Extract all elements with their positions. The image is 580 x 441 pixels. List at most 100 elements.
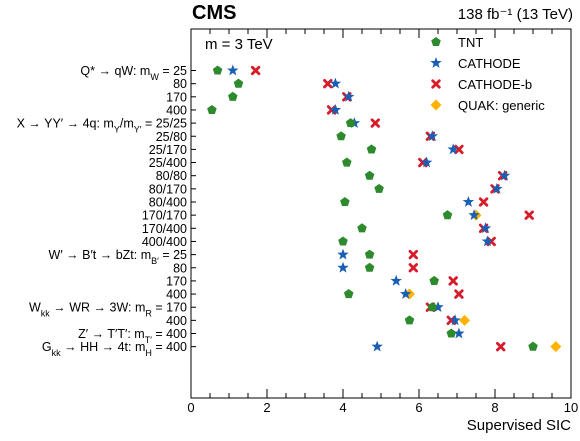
cathode-point (462, 196, 475, 207)
cathode-point (337, 248, 349, 260)
data-points (207, 64, 562, 353)
y-category-label: 400 (166, 314, 187, 328)
tnt-point (374, 183, 384, 193)
quak-generic-point (550, 341, 562, 353)
x-axis: 0 2 4 6 8 10 (187, 29, 578, 415)
legend-quak-generic-label: QUAK: generic (458, 98, 545, 113)
cathode-point (453, 327, 465, 339)
y-category-label: 400/400 (142, 235, 187, 249)
cathode-b-point (454, 289, 464, 299)
cathode-point (491, 182, 503, 194)
cathode-b-point (408, 249, 419, 260)
cathode-b-point (478, 197, 489, 207)
tnt-point (345, 118, 356, 128)
quak-generic-point (459, 314, 471, 326)
y-category-label: 25/80 (156, 130, 187, 144)
tnt-point (446, 328, 457, 338)
y-category-label: Wkk → WR → 3W: mR = 170 (29, 301, 187, 319)
cathode-point (449, 314, 461, 326)
cathode-point (481, 235, 494, 247)
x-axis-label: Supervised SIC (467, 417, 571, 434)
tnt-point (442, 210, 453, 220)
legend-cathode-b-marker (431, 79, 441, 89)
mass-annotation: m = 3 TeV (205, 36, 273, 53)
y-category-label: W′ → B′t → bZt: mB′ = 25 (49, 248, 188, 266)
y-category-label: 400 (166, 288, 187, 302)
legend-tnt-marker (431, 37, 441, 47)
y-category-label: 80/170 (149, 182, 187, 196)
tnt-point (212, 65, 223, 75)
tnt-point (429, 275, 439, 285)
cathode-b-point (408, 263, 419, 273)
cathode-point (468, 209, 480, 220)
cathode-point (498, 169, 511, 181)
tnt-point (338, 236, 348, 246)
legend-cathode-b-label: CATHODE-b (458, 77, 532, 92)
x-tick-label: 2 (263, 400, 270, 415)
tnt-point (427, 302, 438, 312)
cathode-point (329, 103, 342, 115)
tnt-point (342, 157, 352, 167)
cathode-b-point (370, 118, 381, 128)
x-tick-label: 0 (187, 400, 194, 415)
y-category-label: 400 (166, 103, 187, 117)
y-category-label: Q* → qW: mW = 25 (80, 64, 187, 82)
x-tick-label: 6 (415, 400, 422, 415)
tnt-point (207, 104, 217, 114)
tnt-point (404, 315, 415, 325)
cathode-b-point (323, 78, 333, 89)
tnt-point (336, 131, 346, 141)
cathode-point (479, 222, 492, 234)
cathode-point (342, 90, 355, 102)
y-category-label: Gkk → HH → 4t: mH = 400 (42, 340, 187, 358)
cathode-point (426, 130, 439, 142)
x-tick-label: 8 (491, 400, 498, 415)
tnt-point (366, 144, 377, 154)
y-category-label: 80/80 (156, 169, 187, 183)
legend: TNT CATHODE CATHODE-b QUAK: generic (430, 35, 545, 113)
y-axis-ticks (191, 70, 196, 348)
cathode-b-point (448, 276, 458, 286)
cathode-point (329, 77, 342, 89)
y-category-label: 170/400 (142, 222, 187, 236)
cathode-point (227, 64, 239, 76)
experiment-label: CMS (192, 2, 236, 24)
cathode-b-point (454, 144, 464, 155)
tnt-point (528, 341, 538, 351)
tnt-point (233, 78, 244, 88)
y-category-label: X → YY′ → 4q: mY/mY′ = 25/25 (17, 117, 187, 135)
y-category-label: 25/170 (149, 143, 187, 157)
cathode-point (432, 301, 444, 313)
cathode-b-point (524, 210, 534, 220)
y-category-label: 80 (173, 261, 187, 275)
tnt-point (364, 170, 375, 180)
tnt-point (357, 223, 367, 233)
cathode-point (399, 288, 412, 299)
y-category-label: 25/400 (149, 156, 187, 170)
cathode-point (337, 261, 349, 273)
cathode-point (371, 340, 383, 352)
cathode-point (447, 143, 459, 155)
tnt-point (364, 249, 375, 259)
cathode-b-point (495, 341, 506, 352)
legend-cathode-label: CATHODE (458, 56, 521, 71)
cathode-point (420, 156, 433, 168)
cathode-b-point (250, 65, 261, 76)
legend-cathode-marker (430, 57, 442, 68)
y-category-label: 170/170 (142, 209, 187, 223)
legend-tnt-label: TNT (458, 35, 483, 50)
y-category-label: 80 (173, 77, 187, 91)
tnt-point (340, 197, 350, 207)
y-category-label: 170 (166, 90, 187, 104)
tnt-point (343, 289, 354, 299)
x-tick-label: 4 (339, 400, 346, 415)
y-category-label: 80/400 (149, 196, 187, 210)
x-tick-label: 10 (564, 400, 578, 415)
cathode-point (390, 274, 402, 286)
tnt-point (228, 91, 238, 101)
legend-quak-generic-marker (430, 99, 442, 111)
luminosity-label: 138 fb⁻¹ (13 TeV) (458, 6, 573, 23)
